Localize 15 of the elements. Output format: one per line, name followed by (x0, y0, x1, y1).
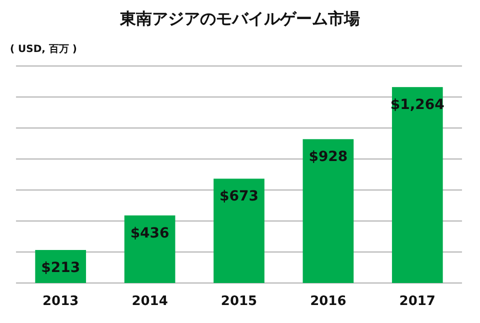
data-label: $928 (308, 149, 348, 166)
data-label: $436 (130, 225, 170, 242)
x-tick-label: 2013 (42, 294, 79, 309)
x-tick-label: 2016 (310, 294, 346, 309)
x-tick-label: 2014 (132, 294, 168, 309)
bar (214, 178, 264, 283)
data-label: $213 (41, 260, 80, 276)
bar (124, 215, 176, 283)
bar (302, 139, 354, 283)
data-label: $673 (220, 188, 258, 205)
bar (392, 87, 443, 283)
chart-title: 東南アジアのモバイルゲーム市場 (119, 9, 360, 28)
y-axis-title: ( USD, 百万 ) (10, 44, 78, 55)
x-tick-label: 2017 (399, 294, 436, 309)
x-tick-label: 2015 (220, 294, 258, 309)
